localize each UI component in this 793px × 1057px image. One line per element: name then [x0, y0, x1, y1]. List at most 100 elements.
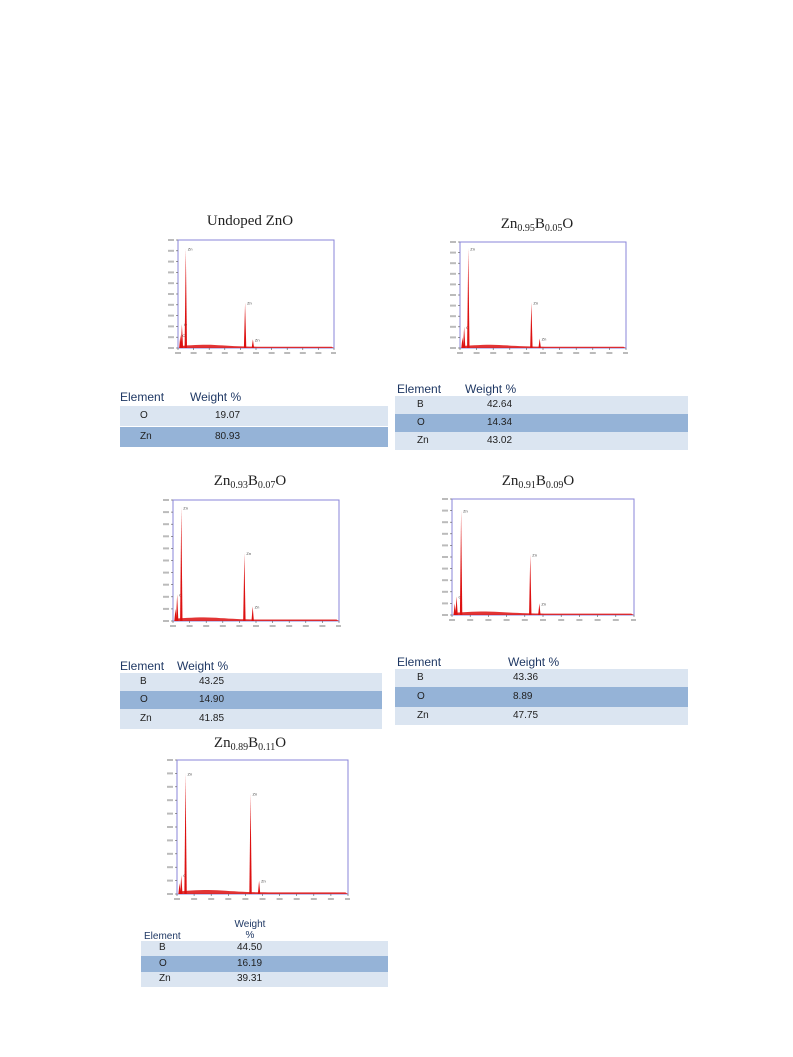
y-tick-label — [168, 249, 174, 252]
x-tick-label — [221, 352, 228, 354]
peak-label: Zn — [253, 792, 258, 797]
x-tick-label — [299, 352, 306, 354]
y-tick-label — [167, 826, 173, 828]
peak-label: Zn — [246, 551, 251, 556]
cell-weight: 43.25 — [199, 676, 225, 687]
y-tick-label — [168, 314, 174, 317]
peak-label: Zn — [542, 336, 547, 341]
x-tick-label — [576, 619, 583, 621]
x-tick-label — [606, 352, 613, 354]
x-tick-label — [485, 619, 492, 621]
peak-label: Zn — [463, 509, 468, 514]
x-tick-label — [236, 625, 243, 627]
y-tick-label — [168, 325, 174, 328]
y-tick-label — [163, 535, 169, 538]
spectrum-peak — [530, 302, 533, 348]
spectrum-peak — [462, 326, 466, 348]
header-element: Element — [397, 382, 442, 396]
x-tick-label — [345, 898, 350, 900]
y-tick-label — [442, 498, 448, 500]
y-tick-label — [168, 260, 174, 263]
y-tick-label — [442, 544, 448, 547]
cell-weight: 16.19 — [237, 958, 263, 969]
y-tick-label — [450, 241, 456, 243]
spectrum-peak — [257, 880, 261, 894]
y-tick-label — [167, 893, 173, 895]
header-weight: Weight % — [234, 919, 266, 941]
cell-element: Zn — [140, 713, 152, 724]
table-row: Zn 43.02 — [395, 432, 688, 450]
y-tick-label — [163, 571, 169, 574]
x-tick-label — [190, 352, 197, 354]
x-tick-label — [174, 898, 180, 900]
peak-label: Zn — [247, 301, 252, 306]
y-tick-label — [163, 620, 169, 622]
peak-label: Zn — [255, 604, 260, 609]
spectrum-peak — [180, 507, 183, 621]
y-tick-label — [163, 499, 169, 501]
y-tick-label — [167, 785, 173, 788]
x-tick-label — [259, 898, 266, 900]
spectrum-peak — [455, 596, 458, 615]
x-tick-label — [521, 619, 528, 621]
peak-label: Zn — [533, 300, 538, 305]
x-tick-label — [269, 625, 276, 627]
header-element: Element — [144, 931, 181, 942]
cell-weight: 80.93 — [215, 431, 241, 442]
x-tick-label — [302, 625, 309, 627]
plot-frame — [177, 239, 335, 349]
spectrum-peak — [178, 883, 181, 894]
cell-weight: 41.85 — [199, 713, 225, 724]
y-tick-label — [450, 347, 456, 349]
cell-element: B — [159, 942, 166, 953]
plot-frame — [459, 241, 627, 349]
x-tick-label — [242, 898, 249, 900]
cell-element: O — [417, 417, 425, 428]
peak-label: Zn — [541, 601, 546, 606]
x-tick-label — [225, 898, 232, 900]
cell-element: B — [417, 399, 424, 410]
table-row: O 16.19 — [141, 956, 388, 972]
plot-frame — [172, 499, 340, 622]
cell-element: O — [140, 694, 148, 705]
x-tick-label — [594, 619, 601, 621]
table-row: Zn 80.93 — [120, 427, 388, 447]
x-tick-label — [556, 352, 563, 354]
table-row: B 42.64 — [395, 396, 688, 414]
x-tick-label — [506, 352, 513, 354]
peak-label: Zn — [188, 247, 193, 252]
spectrum-background — [453, 611, 634, 615]
x-tick-label — [293, 898, 300, 900]
y-tick-label — [167, 839, 173, 842]
x-tick-label — [315, 352, 322, 354]
panel-title: Undoped ZnO — [206, 213, 294, 229]
x-tick-label — [170, 625, 176, 627]
spectrum-svg: COZnZnZn — [168, 239, 336, 354]
y-tick-label — [442, 614, 448, 616]
x-tick-label — [203, 625, 210, 627]
x-tick-label — [457, 352, 463, 354]
composition-table: Element Weight % B 42.64 O 14.34 Zn 43.02 — [395, 382, 688, 450]
spectrum-peak — [184, 248, 187, 348]
header-element: Element — [120, 659, 165, 673]
x-tick-label — [206, 352, 213, 354]
cell-weight: 39.31 — [237, 973, 263, 984]
y-tick-label — [167, 852, 173, 855]
y-tick-label — [442, 579, 448, 582]
table-row: B 43.36 — [395, 669, 688, 687]
y-tick-label — [163, 559, 169, 562]
y-tick-label — [167, 772, 173, 775]
y-tick-label — [450, 325, 456, 328]
table-row: Zn 41.85 — [120, 709, 382, 729]
y-tick-label — [442, 532, 448, 535]
x-tick-label — [319, 625, 326, 627]
header-weight: Weight % — [190, 390, 242, 404]
peak-label: Zn — [255, 337, 260, 342]
x-tick-label — [284, 352, 291, 354]
y-tick-label — [442, 567, 448, 570]
x-tick-label — [331, 352, 336, 354]
y-tick-label — [163, 547, 169, 550]
y-tick-label — [442, 590, 448, 593]
